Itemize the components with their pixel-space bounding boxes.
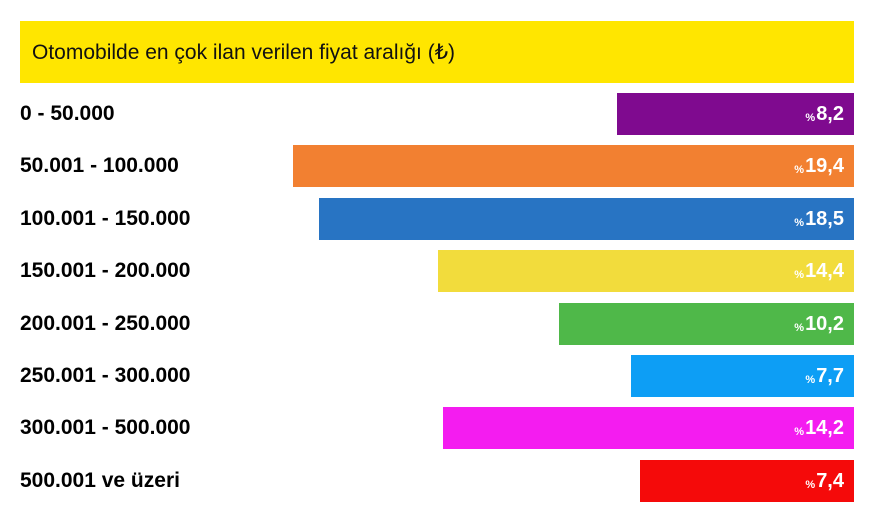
chart-title: Otomobilde en çok ilan verilen fiyat ara… xyxy=(32,40,456,64)
category-label: 100.001 - 150.000 xyxy=(20,207,191,230)
title-bar: Otomobilde en çok ilan verilen fiyat ara… xyxy=(20,21,854,83)
value-label: % 14,2 xyxy=(443,407,844,449)
category-label: 250.001 - 300.000 xyxy=(20,364,191,387)
bar xyxy=(319,198,854,240)
percent-sign: % xyxy=(805,373,816,386)
bar xyxy=(293,145,854,187)
category-label: 150.001 - 200.000 xyxy=(20,259,191,282)
bar xyxy=(617,93,854,135)
bar xyxy=(438,250,854,292)
percent-sign: % xyxy=(805,478,816,491)
value-number: 14,2 xyxy=(805,416,844,439)
percent-sign: % xyxy=(794,268,805,281)
value-label: % 10,2 xyxy=(559,303,844,345)
value-number: 18,5 xyxy=(805,207,844,230)
value-number: 19,4 xyxy=(805,154,844,177)
value-number: 7,7 xyxy=(816,364,844,387)
bar xyxy=(631,355,854,397)
value-label: % 7,4 xyxy=(640,460,844,502)
value-number: 10,2 xyxy=(805,312,844,335)
value-number: 7,4 xyxy=(816,469,844,492)
percent-sign: % xyxy=(794,163,805,176)
value-label: % 14,4 xyxy=(438,250,844,292)
bar xyxy=(640,460,854,502)
value-label: % 7,7 xyxy=(631,355,844,397)
value-label: % 18,5 xyxy=(319,198,844,240)
value-label: % 8,2 xyxy=(617,93,844,135)
percent-sign: % xyxy=(794,425,805,438)
value-number: 8,2 xyxy=(816,102,844,125)
bar xyxy=(559,303,854,345)
category-label: 0 - 50.000 xyxy=(20,102,115,125)
percent-sign: % xyxy=(794,216,805,229)
percent-sign: % xyxy=(794,321,805,334)
category-label: 300.001 - 500.000 xyxy=(20,416,191,439)
category-label: 200.001 - 250.000 xyxy=(20,312,191,335)
value-label: % 19,4 xyxy=(293,145,844,187)
value-number: 14,4 xyxy=(805,259,844,282)
category-label: 50.001 - 100.000 xyxy=(20,154,179,177)
percent-sign: % xyxy=(805,111,816,124)
bar xyxy=(443,407,854,449)
category-label: 500.001 ve üzeri xyxy=(20,469,180,492)
